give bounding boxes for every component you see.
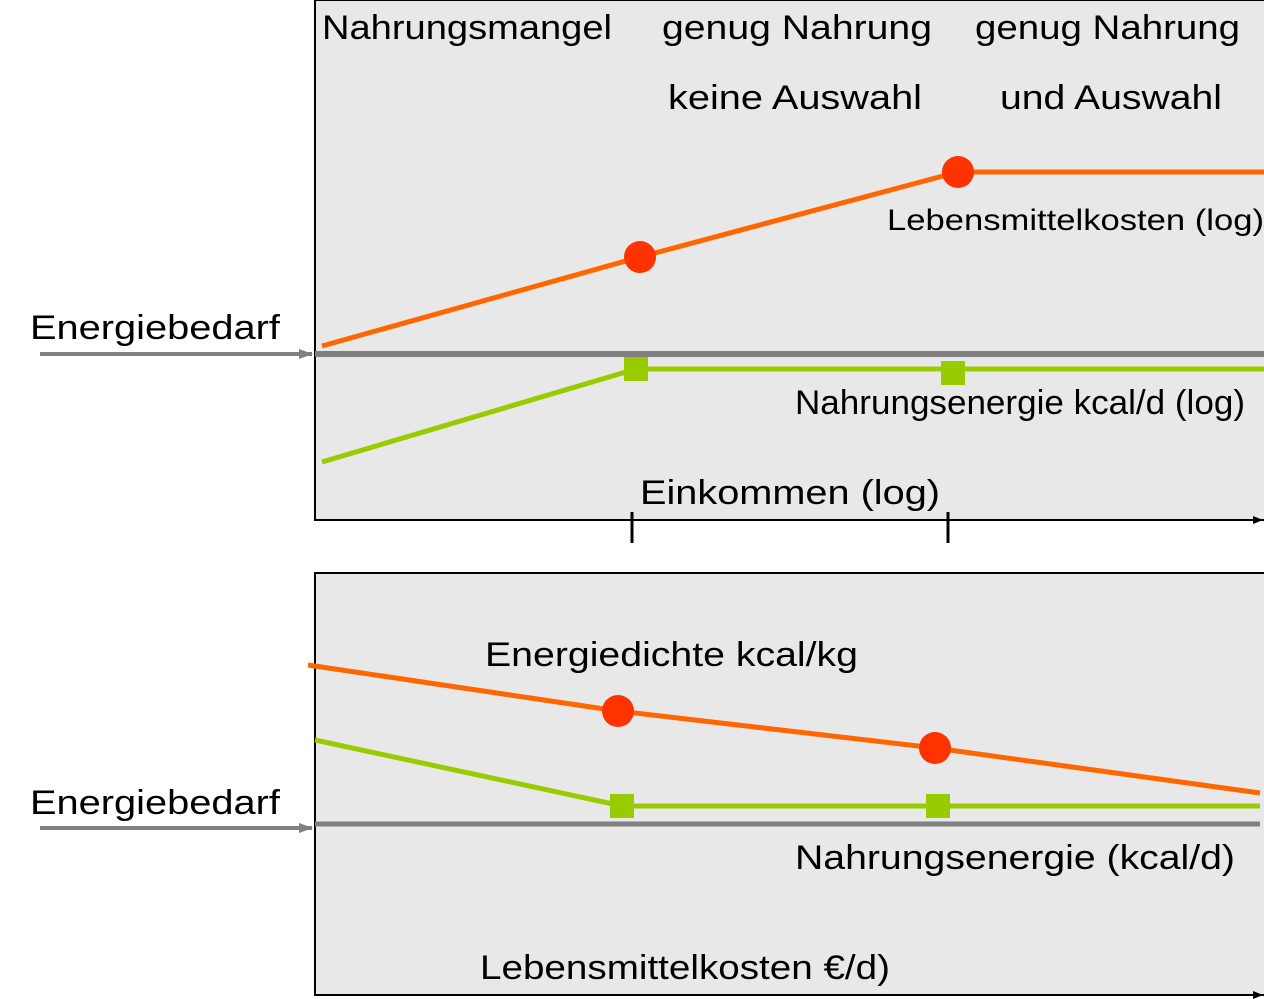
density-label: Energiedichte kcal/kg [485,636,858,674]
energy-need-label: Energiebedarf [30,309,281,347]
column-header: genug Nahrung [975,9,1240,47]
point [941,361,965,385]
point [624,357,648,381]
energy-label: Nahrungsenergie (kcal/d) [795,839,1235,877]
column-header: Nahrungsmangel [322,9,612,47]
bottom-panel: Energiedichte kcal/kg Energiebedarf Nahr… [30,572,1264,999]
column-header: und Auswahl [1000,79,1222,117]
point [926,794,950,818]
point [610,794,634,818]
energy-label: Nahrungsenergie kcal/d (log) [795,384,1245,422]
panel-background [314,572,1264,996]
point [919,732,951,764]
point [602,695,634,727]
point [942,156,974,188]
column-header: keine Auswahl [668,79,922,117]
energy-need-label: Energiebedarf [30,784,281,822]
x-axis-label: Lebensmittelkosten €/d) [480,949,890,987]
panel-background [314,0,1264,521]
point [624,241,656,273]
cost-label: Lebensmittelkosten (log) [887,204,1264,237]
column-header: genug Nahrung [662,9,932,47]
x-axis-label: Einkommen (log) [640,474,940,512]
density-line [307,662,1261,796]
cost-line [321,169,1264,349]
top-panel: Nahrungsmangel genug Nahrung keine Auswa… [30,0,1264,543]
